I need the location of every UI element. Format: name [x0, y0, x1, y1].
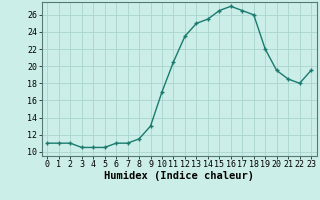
X-axis label: Humidex (Indice chaleur): Humidex (Indice chaleur) — [104, 171, 254, 181]
